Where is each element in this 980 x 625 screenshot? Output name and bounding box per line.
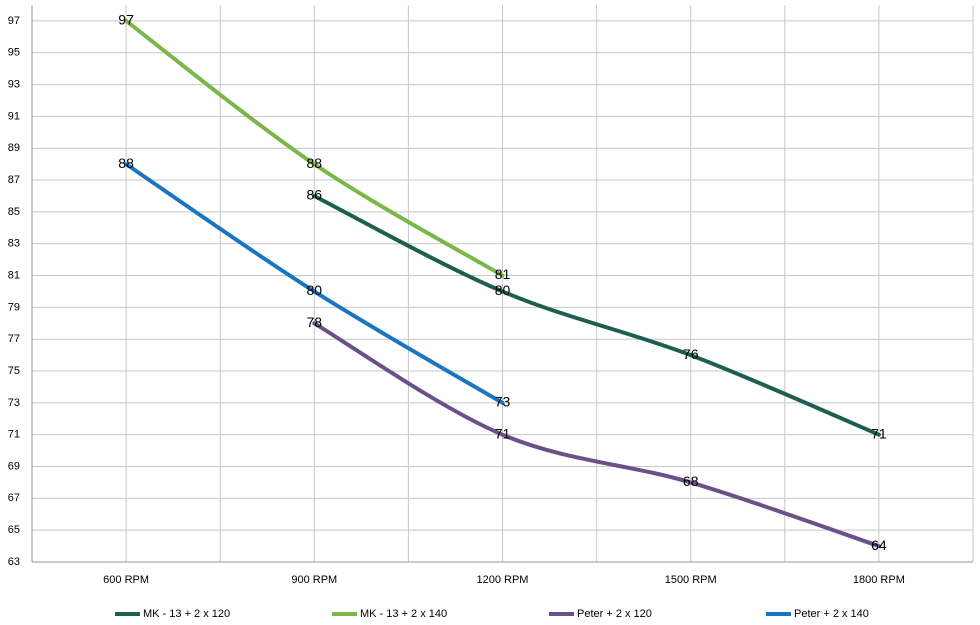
data-label: 71 [871,425,887,441]
y-tick-label: 71 [8,429,20,441]
y-tick-label: 87 [8,174,20,186]
data-label: 88 [118,155,134,171]
x-tick-label: 1500 RPM [665,574,717,586]
y-tick-label: 91 [8,110,20,122]
legend-label: MK - 13 + 2 x 120 [143,608,230,620]
y-tick-label: 85 [8,206,20,218]
y-tick-label: 79 [8,301,20,313]
x-tick-label: 1800 RPM [853,574,905,586]
data-label: 76 [683,346,699,362]
data-label: 88 [307,155,323,171]
data-label: 73 [495,394,511,410]
y-tick-label: 95 [8,47,20,59]
series-line [124,162,505,405]
data-label: 81 [495,266,511,282]
y-tick-label: 97 [8,15,20,27]
y-tick-label: 69 [8,460,20,472]
series-line [124,18,505,278]
y-tick-label: 75 [8,365,20,377]
legend-label: Peter + 2 x 120 [577,608,652,620]
data-label: 97 [118,12,134,28]
y-tick-label: 77 [8,333,20,345]
y-tick-label: 65 [8,524,20,536]
y-tick-label: 63 [8,556,20,568]
y-tick-label: 67 [8,492,20,504]
y-tick-label: 83 [8,238,20,250]
legend-label: MK - 13 + 2 x 140 [360,608,447,620]
x-tick-label: 1200 RPM [477,574,529,586]
data-label: 80 [307,282,323,298]
legend-label: Peter + 2 x 140 [794,608,869,620]
data-label: 86 [307,187,323,203]
series-line [312,321,881,549]
data-label: 68 [683,473,699,489]
y-tick-label: 93 [8,78,20,90]
x-tick-label: 900 RPM [291,574,337,586]
data-label: 78 [307,314,323,330]
series-line [312,193,881,437]
y-tick-label: 81 [8,269,20,281]
data-label: 64 [871,537,887,553]
y-tick-label: 89 [8,142,20,154]
data-label: 80 [495,282,511,298]
data-label: 71 [495,425,511,441]
x-tick-label: 600 RPM [103,574,149,586]
y-tick-label: 73 [8,397,20,409]
